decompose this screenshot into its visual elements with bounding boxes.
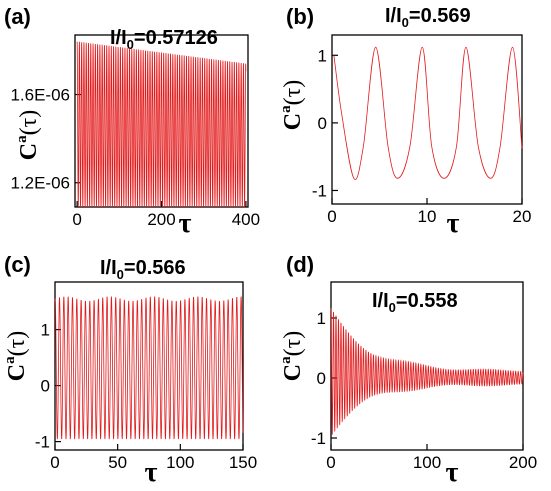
ytick-label-d-1: 0 bbox=[317, 369, 326, 388]
ylabel-c-sup: a bbox=[2, 356, 18, 364]
xtick-label-c-3: 150 bbox=[229, 453, 257, 472]
ylabel-c-base: C bbox=[4, 364, 30, 381]
title-d-post: =0.558 bbox=[396, 290, 458, 312]
panel-title-d: I/I0=0.558 bbox=[372, 290, 458, 315]
ylabel-d-base: C bbox=[280, 364, 306, 381]
panel-title-a: I/I0=0.57126 bbox=[110, 27, 218, 52]
xtick-label-d-0: 0 bbox=[326, 453, 335, 472]
ytick-label-d-0: -1 bbox=[311, 429, 326, 448]
ylabel-a-sup: a bbox=[14, 135, 30, 143]
xtick-label-a-2: 400 bbox=[232, 210, 260, 229]
title-b-sub: 0 bbox=[402, 15, 409, 30]
axes-frame-c bbox=[54, 281, 244, 451]
panel-a: (a) I/I0=0.57126 Ca(τ) τ 0 200 4001.2E-061… bbox=[4, 4, 260, 239]
ylabel-a-base: C bbox=[16, 143, 42, 160]
title-c-post: =0.566 bbox=[124, 257, 186, 279]
xlabel-c: τ bbox=[145, 457, 158, 488]
title-b-post: =0.569 bbox=[409, 5, 471, 27]
title-a-post: =0.57126 bbox=[134, 27, 218, 49]
ylabel-b-base: C bbox=[280, 113, 306, 130]
series-b-line bbox=[333, 46, 523, 180]
panel-c: (c) I/I0=0.566 Ca(τ) τ 0 50 100 150-101 bbox=[2, 252, 257, 488]
title-b-pre: I/I bbox=[385, 5, 402, 27]
title-c-sub: 0 bbox=[117, 267, 124, 282]
ytick-label-b-1: 0 bbox=[318, 114, 327, 133]
xlabel-a: τ bbox=[179, 208, 192, 239]
title-d-sub: 0 bbox=[389, 300, 396, 315]
series-c-line bbox=[54, 296, 244, 440]
ylabel-b-rest: (τ) bbox=[280, 80, 306, 106]
xtick-label-d-1: 100 bbox=[413, 453, 441, 472]
xtick-label-a-1: 200 bbox=[147, 210, 175, 229]
panel-title-b: I/I0=0.569 bbox=[385, 5, 471, 30]
ylabel-d-sup: a bbox=[278, 356, 294, 364]
ytick-label-a-0: 1.2E-06 bbox=[10, 174, 70, 193]
title-d-pre: I/I bbox=[372, 290, 389, 312]
xtick-label-b-2: 20 bbox=[513, 207, 532, 226]
xtick-label-b-0: 0 bbox=[327, 207, 336, 226]
panel-title-c: I/I0=0.566 bbox=[100, 257, 186, 282]
ytick-label-b-0: -1 bbox=[312, 181, 327, 200]
axes-frame-b bbox=[331, 34, 523, 205]
panel-d: (d) I/I0=0.558 Ca(τ) τ 0 100 200-101 bbox=[278, 252, 537, 488]
xtick-label-c-0: 0 bbox=[50, 453, 59, 472]
ylabel-a: Ca(τ) bbox=[14, 110, 42, 160]
ytick-label-b-2: 1 bbox=[318, 46, 327, 65]
ylabel-d-rest: (τ) bbox=[280, 331, 306, 357]
ticks-d: 0 100 200-101 bbox=[311, 309, 537, 472]
series-a-line bbox=[76, 41, 247, 208]
series-d-line bbox=[330, 308, 524, 436]
ylabel-a-rest: (τ) bbox=[16, 110, 42, 136]
xtick-label-c-2: 100 bbox=[166, 453, 194, 472]
ytick-label-c-1: 0 bbox=[41, 377, 50, 396]
xtick-label-b-1: 10 bbox=[418, 207, 437, 226]
panel-label-d: (d) bbox=[286, 252, 314, 277]
title-a-sub: 0 bbox=[127, 37, 134, 52]
ylabel-d: Ca(τ) bbox=[278, 331, 306, 381]
ticks-a: 0 200 400 1.2E-06 1.6E-06 bbox=[10, 86, 260, 229]
ticks-b: 0 10 20-101 bbox=[312, 46, 532, 226]
title-a-pre: I/I bbox=[110, 27, 127, 49]
xlabel-d: τ bbox=[446, 457, 459, 488]
xtick-label-c-1: 50 bbox=[108, 453, 127, 472]
xlabel-b: τ bbox=[447, 208, 460, 239]
ticks-c: 0 50 100 150-101 bbox=[35, 321, 257, 472]
xtick-label-d-2: 200 bbox=[509, 453, 537, 472]
ylabel-c: Ca(τ) bbox=[2, 331, 30, 381]
xtick-label-a-0: 0 bbox=[72, 210, 81, 229]
ylabel-c-rest: (τ) bbox=[4, 331, 30, 357]
ytick-label-d-2: 1 bbox=[317, 309, 326, 328]
panel-label-c: (c) bbox=[4, 252, 31, 277]
panel-label-b: (b) bbox=[286, 4, 314, 29]
ylabel-b-sup: a bbox=[278, 105, 294, 113]
ylabel-b: Ca(τ) bbox=[278, 80, 306, 130]
ytick-label-a-1: 1.6E-06 bbox=[10, 86, 70, 105]
ytick-label-c-2: 1 bbox=[41, 321, 50, 340]
ytick-label-c-0: -1 bbox=[35, 433, 50, 452]
panel-label-a: (a) bbox=[4, 4, 31, 29]
panel-b: (b) I/I0=0.569 Ca(τ) τ 0 10 20-101 bbox=[278, 4, 531, 239]
title-c-pre: I/I bbox=[100, 257, 117, 279]
